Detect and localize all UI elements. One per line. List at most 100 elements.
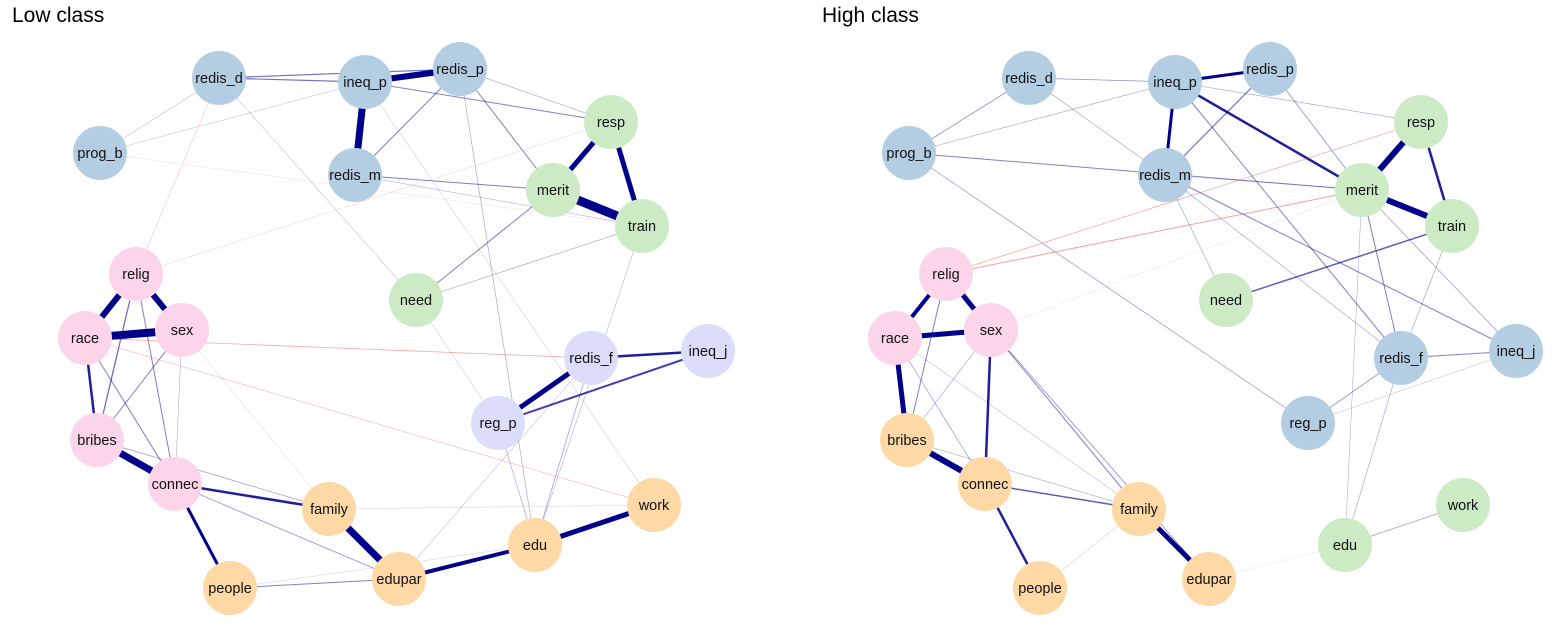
- edge-resp-relig: [135, 121, 612, 275]
- edge-redis_d-need: [218, 77, 417, 301]
- node-label: sex: [980, 323, 1003, 339]
- node-label: prog_b: [77, 146, 122, 162]
- edge-redis_m-train: [354, 174, 643, 227]
- node-ineq_j: ineq_j: [1489, 324, 1543, 378]
- node-sex: sex: [155, 303, 209, 357]
- node-train: train: [615, 199, 669, 253]
- node-label: bribes: [77, 433, 117, 449]
- node-redis_m: redis_m: [328, 148, 382, 202]
- node-label: redis_d: [195, 71, 243, 87]
- edge-redis_f-edupar: [398, 357, 592, 580]
- node-resp: resp: [584, 95, 638, 149]
- node-label: people: [1018, 581, 1062, 597]
- edge-ineq_p-resp: [1174, 81, 1422, 123]
- node-label: edu: [523, 538, 547, 554]
- node-label: redis_p: [436, 62, 484, 78]
- panel-title-low-class: Low class: [12, 4, 105, 27]
- node-label: redis_f: [1379, 351, 1423, 367]
- edge-ineq_p-prog_b: [908, 81, 1176, 154]
- node-circle: [615, 199, 669, 253]
- edge-race-work: [84, 337, 655, 506]
- node-label: edupar: [1186, 572, 1231, 588]
- node-circle: [1112, 482, 1166, 536]
- edge-bribes-family: [906, 439, 1140, 510]
- edge-train-edu: [534, 225, 643, 546]
- node-circle: [389, 273, 443, 327]
- edge-reg_p-ineq_j: [1307, 350, 1517, 424]
- node-bribes: bribes: [880, 413, 934, 467]
- node-label: need: [1210, 293, 1242, 309]
- node-family: family: [1112, 482, 1166, 536]
- node-sex: sex: [964, 303, 1018, 357]
- node-circle: [203, 561, 257, 615]
- edge-redis_m-redis_f: [1164, 174, 1402, 359]
- node-relig: relig: [919, 247, 973, 301]
- node-circle: [109, 247, 163, 301]
- node-label: work: [1447, 498, 1479, 514]
- node-label: edupar: [376, 572, 421, 588]
- node-label: bribes: [887, 433, 927, 449]
- edge-reg_p-ineq_j: [497, 350, 709, 424]
- edge-train-need: [1225, 225, 1453, 301]
- node-edupar: edupar: [1182, 552, 1236, 606]
- edge-ineq_p-work: [364, 81, 655, 506]
- node-edupar: edupar: [372, 552, 426, 606]
- edge-redis_f-edu: [1344, 357, 1402, 546]
- node-label: race: [71, 331, 99, 347]
- node-people: people: [1013, 561, 1067, 615]
- edge-merit-edu: [1344, 189, 1363, 546]
- panel-title-high-class: High class: [822, 4, 919, 27]
- node-race: race: [868, 311, 922, 365]
- edge-ineq_p-resp: [364, 81, 612, 123]
- node-circle: [627, 478, 681, 532]
- node-resp: resp: [1394, 95, 1448, 149]
- node-need: need: [389, 273, 443, 327]
- node-layer: redis_d ineq_p redis_p prog_b redis_m resp mer…: [868, 42, 1543, 615]
- node-label: relig: [122, 267, 149, 283]
- node-label: family: [310, 502, 349, 518]
- node-need: need: [1199, 273, 1253, 327]
- node-circle: [1138, 148, 1192, 202]
- node-circle: [70, 413, 124, 467]
- node-circle: [148, 457, 202, 511]
- node-circle: [1374, 331, 1428, 385]
- node-label: prog_b: [886, 146, 931, 162]
- node-redis_d: redis_d: [192, 51, 246, 105]
- edge-merit-relig: [945, 189, 1363, 275]
- edge-resp-relig: [945, 121, 1422, 275]
- node-connec: connec: [148, 457, 202, 511]
- node-prog_b: prog_b: [73, 126, 127, 180]
- node-label: redis_m: [329, 168, 381, 184]
- node-circle: [880, 413, 934, 467]
- node-circle: [958, 457, 1012, 511]
- node-label: ineq_p: [343, 75, 387, 91]
- node-circle: [1318, 518, 1372, 572]
- node-circle: [1013, 561, 1067, 615]
- node-people: people: [203, 561, 257, 615]
- node-circle: [526, 163, 580, 217]
- node-connec: connec: [958, 457, 1012, 511]
- node-label: edu: [1333, 538, 1357, 554]
- node-circle: [868, 311, 922, 365]
- edge-relig-bribes: [906, 273, 947, 441]
- node-circle: [155, 303, 209, 357]
- edge-redis_m-merit: [354, 174, 554, 191]
- edge-redis_m-merit: [1164, 174, 1363, 191]
- node-label: race: [881, 331, 909, 347]
- node-label: ineq_j: [689, 344, 728, 360]
- edge-merit-sex: [990, 189, 1363, 331]
- edge-relig-connec: [135, 273, 176, 485]
- edge-merit-redis_f: [1361, 189, 1402, 359]
- node-redis_m: redis_m: [1138, 148, 1192, 202]
- edge-ineq_p-prog_b: [99, 81, 366, 154]
- node-train: train: [1425, 199, 1479, 253]
- node-circle: [328, 148, 382, 202]
- node-circle: [508, 518, 562, 572]
- node-label: redis_p: [1246, 62, 1294, 78]
- edge-prog_b-reg_p: [908, 152, 1309, 424]
- node-circle: [584, 95, 638, 149]
- node-label: resp: [1407, 115, 1435, 131]
- node-circle: [964, 303, 1018, 357]
- edge-redis_p-edu: [459, 68, 536, 546]
- node-circle: [471, 396, 525, 450]
